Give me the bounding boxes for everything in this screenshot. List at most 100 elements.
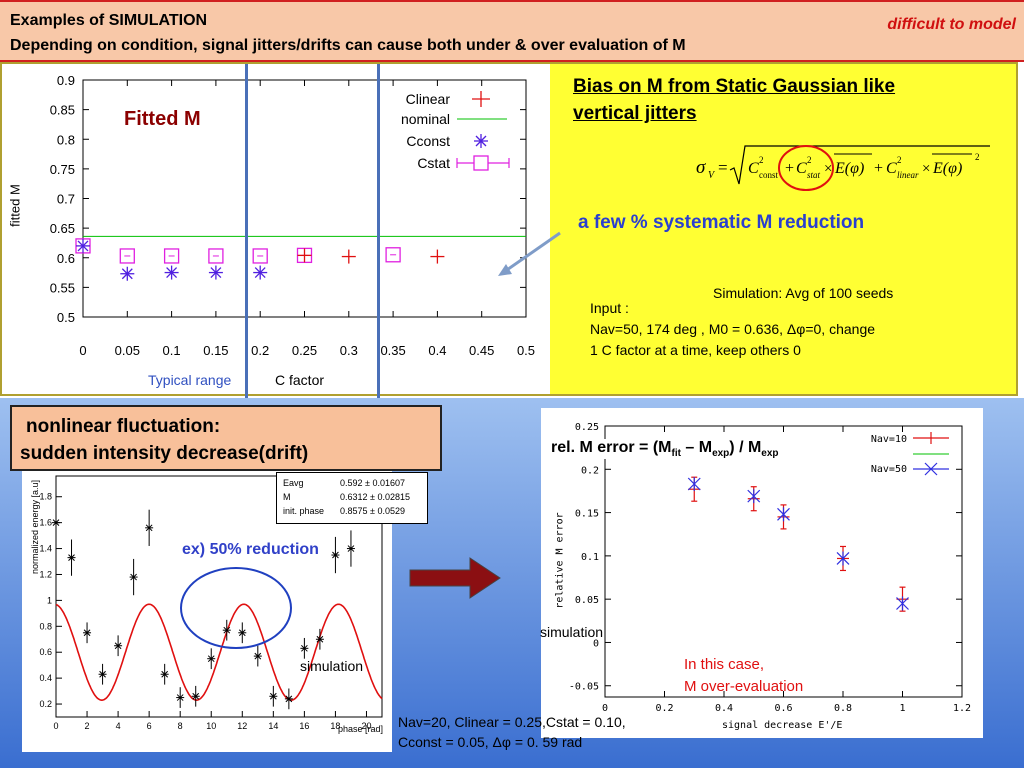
x-tick-label: 16 (299, 721, 309, 731)
left-sim-label: simulation (300, 658, 364, 674)
data-point (83, 622, 92, 644)
left-chart-ylabel: normalized energy [a.u] (30, 479, 40, 575)
legend-label: Cconst (406, 133, 450, 149)
energy-chart: 1.8 1.6 1.4 1.2 1 0.8 0.6 0.4 0.2 0 2 4 6 8 10 12 14 16 18… (39, 475, 383, 731)
svg-text:+: + (785, 160, 794, 177)
cconst-point (76, 238, 90, 253)
y-tick-label: 0.8 (57, 132, 75, 147)
svg-text:2: 2 (759, 155, 764, 165)
x-tick-label: 6 (147, 721, 152, 731)
fitted-m-label: Fitted M (124, 108, 201, 130)
right-chart-xlabel: signal decrease E'/E (722, 720, 843, 731)
range-line-left (245, 64, 248, 484)
right-chart-ylabel: relative M error (554, 512, 566, 609)
cconst-point (120, 266, 135, 281)
data-point (207, 648, 216, 670)
x-tick-label: 14 (268, 721, 278, 731)
x-tick-label: 0.15 (203, 343, 228, 358)
x-tick-label: 1.2 (953, 703, 971, 714)
cstat-point (385, 247, 401, 263)
svg-text:V: V (708, 170, 716, 181)
x-tick-label: 0.1 (163, 343, 181, 358)
data-point (145, 509, 154, 546)
y-tick-label: 0.5 (57, 310, 75, 325)
x-tick-label: 12 (237, 721, 247, 731)
svg-text:×: × (922, 161, 930, 177)
y-tick-label: 0.55 (50, 280, 75, 295)
nav50-point (836, 551, 850, 566)
data-point (331, 536, 340, 574)
cstat-point (163, 248, 180, 264)
legend-marker-cconst (474, 134, 488, 148)
sigma-formula: σ V = C 2 const + C 2 stat × E(φ) + C 2 … (696, 145, 990, 191)
params-line1: Nav=20, Clinear = 0.25,Cstat = 0.10, (398, 714, 626, 730)
y-tick-label: 0.1 (581, 552, 599, 563)
data-point (284, 688, 293, 710)
y-tick-label: -0.05 (569, 682, 599, 693)
header-subtitle: Depending on condition, signal jitters/d… (10, 37, 686, 54)
clinear-point (341, 249, 356, 264)
y-tick-label: 0.2 (581, 465, 599, 476)
data-point (129, 558, 138, 596)
x-tick-label: 0.3 (340, 343, 358, 358)
x-tick-label: 4 (116, 721, 121, 731)
top-chart-xlabel: C factor (275, 372, 325, 388)
y-tick-label: 0.6 (39, 647, 52, 657)
legend-label: Nav=10 (871, 434, 907, 445)
sim-avg-text: Simulation: Avg of 100 seeds (713, 285, 894, 301)
x-tick-label: 1 (899, 703, 905, 714)
x-tick-label: 0.4 (715, 703, 733, 714)
svg-text:C: C (796, 160, 807, 177)
y-tick-label: 0.65 (50, 221, 75, 236)
stat-value: 0.592 ± 0.01607 (340, 478, 405, 488)
svg-text:E(φ): E(φ) (932, 160, 962, 177)
reduction-annotation: ex) 50% reduction (182, 541, 319, 558)
x-tick-label: 18 (330, 721, 340, 731)
y-tick-label: 1.8 (39, 492, 52, 502)
svg-text:2: 2 (975, 152, 980, 162)
data-point (98, 663, 107, 685)
x-tick-label: 0.5 (517, 343, 535, 358)
stat-name: M (283, 492, 291, 502)
svg-text:2: 2 (807, 155, 812, 165)
svg-text:E(φ): E(φ) (834, 160, 864, 177)
svg-text:×: × (824, 161, 832, 177)
fit-stats-box (276, 472, 428, 524)
y-tick-label: 0.15 (575, 509, 599, 520)
cstat-point (208, 248, 224, 264)
x-tick-label: 0.6 (774, 703, 792, 714)
error-chart: 0.250.20.150.10.050-0.050 0.2 0.4 0.6 0.8 1 1.… (569, 422, 971, 714)
cconst-point (208, 265, 223, 280)
clinear-point (297, 248, 312, 263)
input-line1: Nav=50, 174 deg , M0 = 0.636, Δφ=0, chan… (590, 321, 876, 337)
y-tick-label: 0.05 (575, 595, 599, 606)
legend-label: nominal (401, 111, 450, 127)
y-tick-label: 0.2 (39, 699, 52, 709)
bias-title-line1: Bias on M from Static Gaussian like (573, 76, 896, 97)
reduction-text: a few % systematic M reduction (578, 212, 865, 233)
stat-name: Eavg (283, 478, 304, 488)
y-tick-label: 0.9 (57, 73, 75, 88)
data-point (114, 635, 123, 657)
input-label: Input : (590, 300, 629, 316)
plot-frame (604, 425, 963, 698)
x-tick-label: 20 (361, 721, 371, 731)
left-chart-xlabel: phase [rad] (338, 724, 384, 734)
x-tick-label: 0.25 (292, 343, 317, 358)
data-point (191, 685, 200, 707)
x-tick-label: 8 (178, 721, 183, 731)
svg-text:σ: σ (696, 157, 706, 178)
y-tick-label: 0.85 (50, 103, 75, 118)
cstat-point (252, 248, 268, 264)
error-chart-title: rel. M error = (Mfit – Mexp) / Mexp (551, 439, 779, 460)
x-tick-label: 0.35 (380, 343, 405, 358)
data-point (269, 685, 278, 707)
drift-line2: sudden intensity decrease(drift) (20, 443, 309, 464)
data-point (67, 539, 76, 576)
right-sim-label: simulation (540, 624, 604, 640)
legend-label: Clinear (406, 91, 451, 107)
svg-text:C: C (886, 160, 897, 177)
reduction-highlight-ellipse (180, 567, 292, 649)
nav50-point (747, 489, 761, 504)
svg-text:const: const (759, 170, 778, 180)
